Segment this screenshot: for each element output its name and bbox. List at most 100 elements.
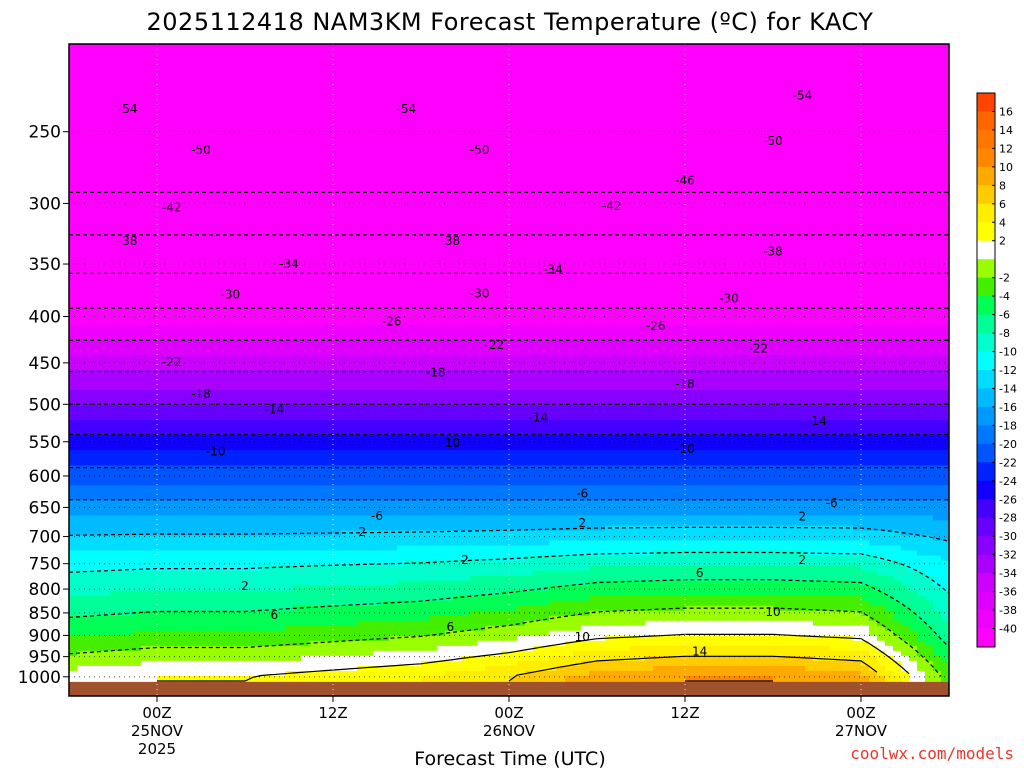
temperature-cell [237, 465, 246, 471]
temperature-cell [373, 239, 382, 246]
temperature-cell [309, 485, 318, 491]
temperature-cell [357, 109, 366, 115]
temperature-cell [237, 550, 246, 557]
temperature-cell [101, 359, 110, 366]
temperature-cell [109, 380, 118, 386]
temperature-cell [149, 184, 158, 191]
temperature-cell [77, 475, 86, 481]
temperature-cell [85, 99, 94, 105]
temperature-cell [349, 580, 358, 587]
temperature-cell [293, 184, 302, 191]
temperature-cell [373, 184, 382, 191]
temperature-cell [197, 580, 206, 587]
temperature-cell [309, 224, 318, 231]
temperature-cell [165, 430, 174, 436]
temperature-cell [333, 375, 342, 381]
temperature-cell [237, 595, 246, 602]
temperature-cell [309, 199, 318, 206]
temperature-cell [213, 299, 222, 306]
temperature-cell [165, 299, 174, 306]
temperature-cell [229, 364, 238, 371]
temperature-cell [277, 259, 286, 266]
temperature-cell [93, 234, 102, 241]
temperature-cell [221, 645, 230, 652]
temperature-cell [349, 385, 358, 391]
temperature-cell [93, 59, 102, 65]
temperature-cell [77, 174, 86, 181]
temperature-cell [141, 184, 150, 191]
temperature-cell [285, 535, 294, 542]
temperature-cell [189, 64, 198, 70]
temperature-cell [213, 174, 222, 181]
temperature-cell [141, 645, 150, 652]
temperature-cell [349, 149, 358, 155]
temperature-cell [205, 435, 214, 441]
temperature-cell [189, 620, 198, 627]
temperature-cell [141, 219, 150, 226]
temperature-cell [69, 635, 78, 642]
temperature-cell [365, 545, 374, 552]
temperature-cell [221, 635, 230, 642]
temperature-cell [101, 670, 110, 677]
temperature-cell [261, 224, 270, 231]
temperature-cell [237, 259, 246, 266]
temperature-cell [181, 395, 190, 401]
temperature-cell [341, 114, 350, 120]
temperature-cell [69, 625, 78, 632]
temperature-cell [309, 299, 318, 306]
temperature-cell [245, 114, 254, 120]
temperature-cell [85, 169, 94, 175]
temperature-cell [141, 254, 150, 261]
temperature-cell [373, 49, 382, 55]
temperature-cell [85, 244, 94, 251]
temperature-cell [237, 480, 246, 486]
temperature-cell [349, 480, 358, 486]
temperature-cell [173, 279, 182, 286]
temperature-cell [349, 104, 358, 110]
temperature-cell [341, 214, 350, 221]
temperature-cell [333, 309, 342, 316]
temperature-cell [349, 254, 358, 261]
temperature-cell [333, 450, 342, 456]
temperature-cell [85, 114, 94, 120]
temperature-cell [365, 144, 374, 150]
temperature-cell [205, 415, 214, 421]
temperature-cell [221, 169, 230, 175]
temperature-cell [133, 595, 142, 602]
temperature-cell [85, 54, 94, 60]
temperature-cell [93, 154, 102, 160]
temperature-cell [141, 655, 150, 662]
temperature-cell [101, 395, 110, 401]
temperature-cell [173, 420, 182, 426]
temperature-cell [229, 259, 238, 266]
temperature-cell [157, 675, 166, 682]
temperature-cell [165, 94, 174, 100]
temperature-cell [109, 179, 118, 186]
temperature-cell [357, 219, 366, 226]
temperature-cell [165, 495, 174, 501]
temperature-cell [221, 375, 230, 381]
temperature-cell [357, 390, 366, 396]
temperature-cell [253, 234, 262, 241]
temperature-cell [245, 324, 254, 331]
temperature-cell [189, 610, 198, 617]
temperature-cell [117, 545, 126, 552]
temperature-cell [165, 79, 174, 85]
temperature-cell [85, 84, 94, 90]
temperature-cell [261, 259, 270, 266]
temperature-cell [301, 179, 310, 186]
temperature-cell [157, 294, 166, 301]
temperature-cell [157, 385, 166, 391]
temperature-cell [109, 259, 118, 266]
temperature-cell [133, 675, 142, 682]
temperature-cell [149, 540, 158, 547]
temperature-cell [165, 84, 174, 90]
temperature-cell [85, 610, 94, 617]
temperature-cell [109, 570, 118, 577]
temperature-cell [69, 274, 78, 281]
temperature-cell [77, 370, 86, 376]
temperature-cell [245, 239, 254, 246]
temperature-cell [157, 605, 166, 612]
temperature-cell [189, 595, 198, 602]
temperature-cell [205, 94, 214, 100]
